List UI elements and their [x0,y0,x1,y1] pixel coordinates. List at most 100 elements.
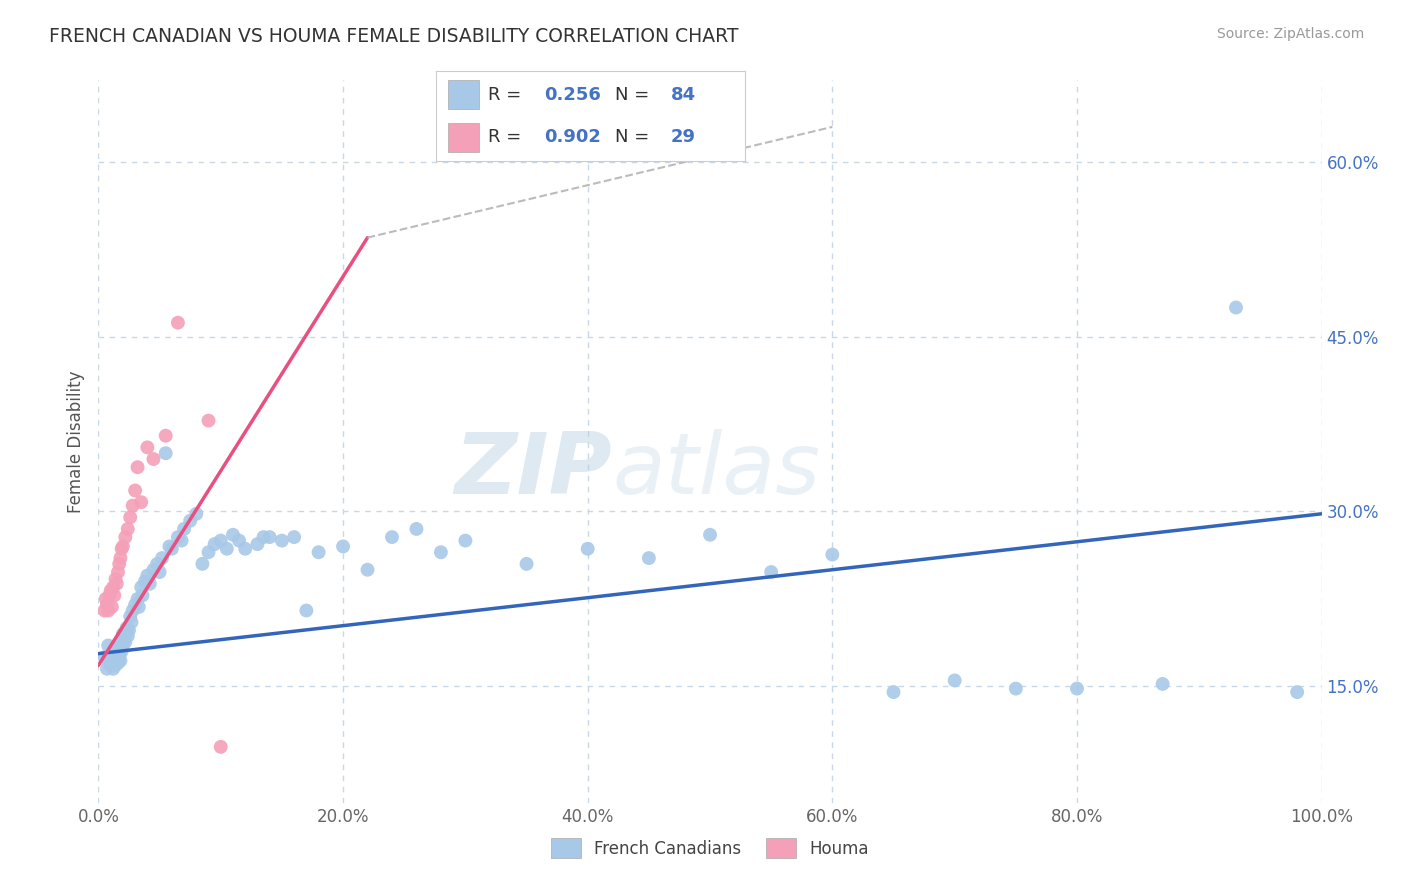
Point [120,615,142,630]
Point [124,483,146,498]
Point [111,639,134,653]
Point [1225,301,1247,315]
Point [101,647,124,661]
Point [114,635,136,649]
Bar [449,123,479,152]
Point [115,621,138,635]
Point [98,588,121,602]
Point [120,609,142,624]
Point [204,537,226,551]
Point [107,640,129,655]
Point [295,603,318,617]
Point [197,545,219,559]
Point [576,541,599,556]
Bar [449,80,479,109]
Point [121,603,143,617]
Point [121,499,143,513]
Point [127,591,149,606]
Point [105,648,128,663]
Point [129,495,152,509]
Point [149,565,172,579]
Point [112,632,135,647]
Text: atlas: atlas [612,429,820,512]
Point [120,510,142,524]
Point [124,598,146,612]
Point [454,533,477,548]
Point [93,650,115,665]
Point [100,650,122,665]
Point [883,685,905,699]
Point [110,654,132,668]
Point [108,650,131,665]
Point [270,533,294,548]
Point [134,574,156,589]
Point [93,603,115,617]
Point [107,565,129,579]
Point [96,598,118,612]
Point [209,739,232,754]
Point [155,428,177,442]
Point [259,530,281,544]
Point [142,452,165,467]
Point [142,563,165,577]
Point [252,530,274,544]
Point [1066,681,1088,696]
Point [114,530,136,544]
Point [94,591,117,606]
Legend: French Canadians, Houma: French Canadians, Houma [543,830,877,867]
Text: R =: R = [488,86,527,103]
Text: 0.902: 0.902 [544,128,600,146]
Point [103,644,125,658]
Point [101,654,124,668]
Point [179,514,201,528]
Text: R =: R = [488,128,527,146]
Point [117,629,139,643]
Point [167,530,190,544]
Point [100,583,122,598]
Point [136,441,159,455]
Point [111,541,134,556]
Text: ZIP: ZIP [454,429,612,512]
Point [105,642,128,657]
Point [127,460,149,475]
Point [637,551,661,566]
Point [97,603,120,617]
Point [103,652,125,666]
Point [170,533,193,548]
Point [943,673,966,688]
Point [107,656,129,670]
Point [105,576,128,591]
Point [222,528,245,542]
Point [96,662,118,676]
Point [191,557,214,571]
Text: 29: 29 [671,128,696,146]
Point [128,600,150,615]
Point [104,572,127,586]
Point [699,528,721,542]
Point [139,576,162,591]
Text: 84: 84 [671,86,696,103]
Point [228,533,250,548]
Point [150,551,173,566]
Point [101,580,124,594]
Point [146,557,169,571]
Point [129,580,152,594]
Point [104,658,127,673]
Point [103,588,125,602]
Point [761,565,783,579]
Point [100,658,122,673]
Point [233,541,256,556]
Point [1152,677,1174,691]
Point [111,644,134,658]
Point [110,635,132,649]
Text: N =: N = [616,86,655,103]
Point [821,548,844,562]
Y-axis label: Female Disability: Female Disability [66,370,84,513]
Text: Source: ZipAtlas.com: Source: ZipAtlas.com [1216,27,1364,41]
Point [186,507,208,521]
Point [155,446,177,460]
Point [173,522,195,536]
Point [197,413,219,427]
Point [1004,681,1026,696]
Point [111,540,134,554]
